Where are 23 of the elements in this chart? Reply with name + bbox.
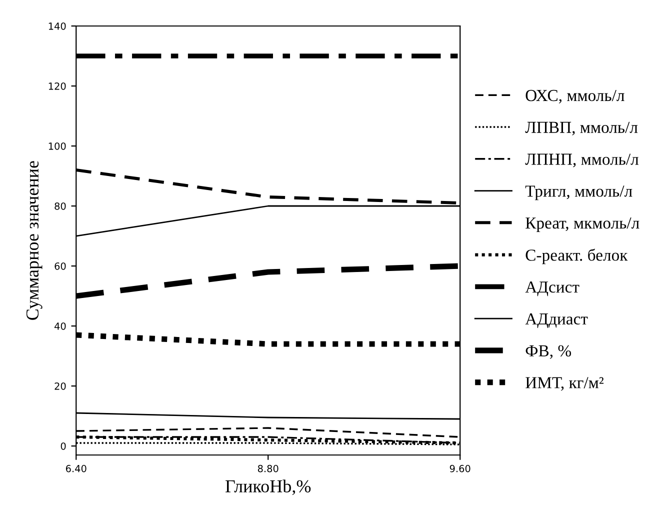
x-axis-title: ГликоHb,% (226, 480, 311, 495)
legend-label: ЛПНП, ммоль/л (525, 154, 639, 168)
y-tick-label: 80 (54, 202, 66, 210)
x-tick-label: 9.60 (450, 464, 470, 472)
legend-label: ЛПВП, ммоль/л (525, 122, 638, 136)
legend-label: ИМТ, кг/м² (526, 377, 604, 391)
y-tick-label: 120 (48, 82, 66, 90)
y-tick-label: 140 (48, 22, 66, 30)
legend-label: С-реакт. белок (526, 248, 628, 264)
legend-label: ФВ, % (526, 345, 572, 359)
y-tick-label: 20 (54, 382, 66, 390)
y-tick-label: 0 (60, 442, 66, 450)
legend-label: АДсист (525, 282, 580, 296)
y-tick-label: 100 (48, 142, 66, 150)
legend-label: АДдиаст (525, 313, 588, 328)
x-tick-label: 8.80 (258, 464, 278, 472)
legend-label: Креат, мкмоль/л (526, 218, 640, 232)
legend-label: Тригл, ммоль/л (525, 186, 632, 200)
x-tick-label: 6.40 (66, 464, 86, 472)
y-tick-label: 60 (54, 262, 66, 270)
y-axis-title: Суммарное значение (26, 161, 42, 320)
legend-label: ОХС, ммоль/л (526, 90, 624, 104)
y-tick-label: 40 (54, 322, 66, 330)
